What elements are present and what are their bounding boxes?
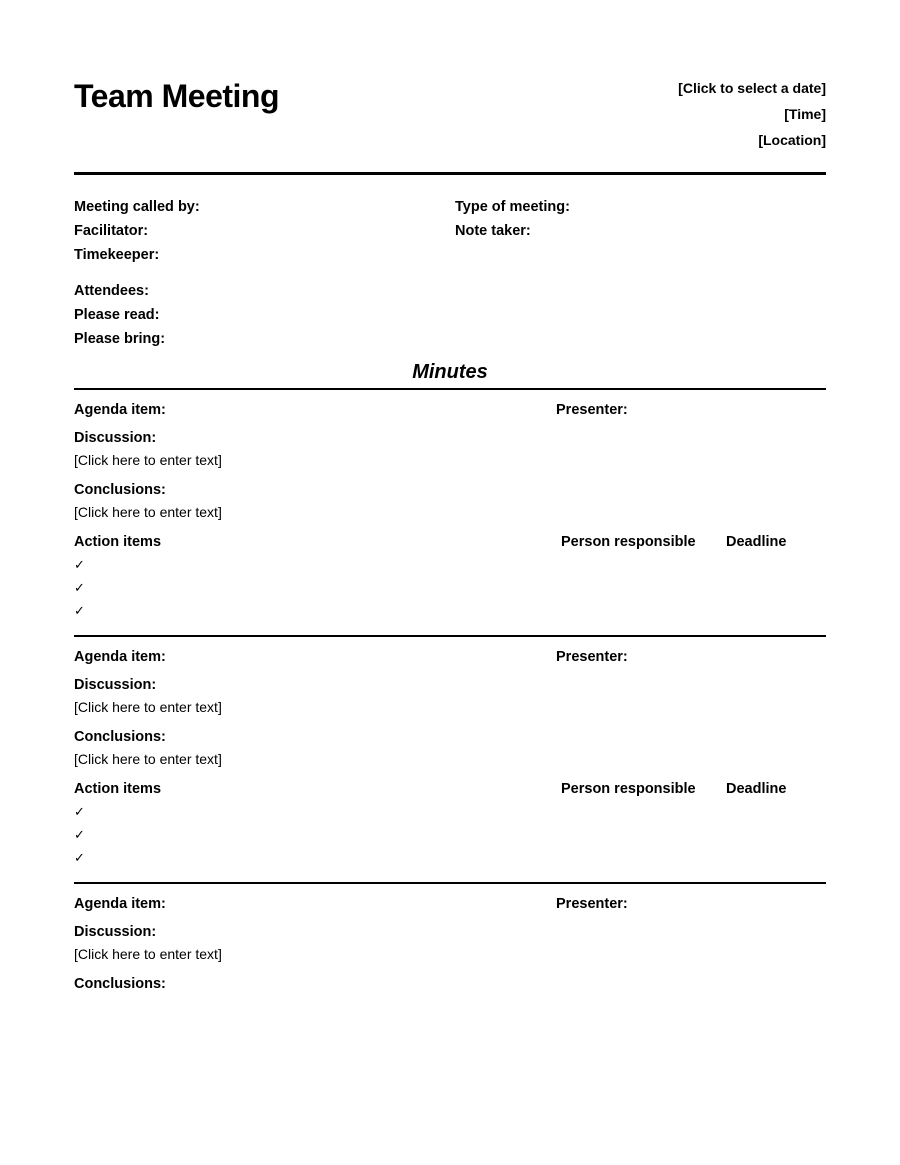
date-field[interactable]: [Click to select a date]: [678, 76, 826, 102]
action-item-row[interactable]: ✓: [74, 558, 826, 571]
minutes-rule: [74, 388, 826, 390]
check-icon: ✓: [74, 850, 85, 865]
timekeeper-label: Timekeeper:: [74, 247, 826, 263]
header-rule: [74, 172, 826, 175]
discussion-field[interactable]: [Click here to enter text]: [74, 699, 826, 715]
agenda-block: Agenda item: Presenter: Discussion: [Cli…: [74, 402, 826, 617]
discussion-label: Discussion:: [74, 430, 826, 446]
agenda-header-row: Agenda item: Presenter:: [74, 896, 826, 912]
presenter-label: Presenter:: [556, 402, 826, 418]
action-item-row[interactable]: ✓: [74, 851, 826, 864]
time-field[interactable]: [Time]: [678, 102, 826, 128]
action-items-label: Action items: [74, 781, 561, 797]
presenter-label: Presenter:: [556, 896, 826, 912]
agenda-block: Agenda item: Presenter: Discussion: [Cli…: [74, 896, 826, 992]
attendees-label: Attendees:: [74, 283, 826, 299]
deadline-label: Deadline: [726, 534, 826, 550]
conclusions-field[interactable]: [Click here to enter text]: [74, 504, 826, 520]
please-read-label: Please read:: [74, 307, 826, 323]
action-item-row[interactable]: ✓: [74, 604, 826, 617]
action-item-row[interactable]: ✓: [74, 805, 826, 818]
type-label: Type of meeting:: [455, 199, 826, 215]
action-items-header: Action items Person responsible Deadline: [74, 781, 826, 797]
conclusions-label: Conclusions:: [74, 729, 826, 745]
deadline-label: Deadline: [726, 781, 826, 797]
minutes-heading: Minutes: [74, 361, 826, 384]
note-taker-label: Note taker:: [455, 223, 826, 239]
action-items-label: Action items: [74, 534, 561, 550]
header-meta: [Click to select a date] [Time] [Locatio…: [678, 76, 826, 154]
action-item-row[interactable]: ✓: [74, 581, 826, 594]
action-items-header: Action items Person responsible Deadline: [74, 534, 826, 550]
location-field[interactable]: [Location]: [678, 128, 826, 154]
facilitator-label: Facilitator:: [74, 223, 445, 239]
check-icon: ✓: [74, 580, 85, 595]
person-responsible-label: Person responsible: [561, 781, 726, 797]
document-header: Team Meeting [Click to select a date] [T…: [74, 78, 826, 154]
please-bring-label: Please bring:: [74, 331, 826, 347]
discussion-field[interactable]: [Click here to enter text]: [74, 946, 826, 962]
agenda-item-label: Agenda item:: [74, 896, 166, 912]
meeting-info-list: Attendees: Please read: Please bring:: [74, 283, 826, 347]
agenda-item-label: Agenda item:: [74, 649, 166, 665]
called-by-label: Meeting called by:: [74, 199, 445, 215]
section-rule: [74, 882, 826, 884]
page-title: Team Meeting: [74, 78, 279, 115]
conclusions-field[interactable]: [Click here to enter text]: [74, 751, 826, 767]
conclusions-label: Conclusions:: [74, 976, 826, 992]
person-responsible-label: Person responsible: [561, 534, 726, 550]
presenter-label: Presenter:: [556, 649, 826, 665]
check-icon: ✓: [74, 827, 85, 842]
action-item-row[interactable]: ✓: [74, 828, 826, 841]
check-icon: ✓: [74, 603, 85, 618]
agenda-header-row: Agenda item: Presenter:: [74, 649, 826, 665]
conclusions-label: Conclusions:: [74, 482, 826, 498]
check-icon: ✓: [74, 804, 85, 819]
agenda-item-label: Agenda item:: [74, 402, 166, 418]
discussion-field[interactable]: [Click here to enter text]: [74, 452, 826, 468]
section-rule: [74, 635, 826, 637]
discussion-label: Discussion:: [74, 924, 826, 940]
check-icon: ✓: [74, 557, 85, 572]
agenda-block: Agenda item: Presenter: Discussion: [Cli…: [74, 649, 826, 864]
meeting-info-grid: Meeting called by: Type of meeting: Faci…: [74, 199, 826, 263]
discussion-label: Discussion:: [74, 677, 826, 693]
agenda-header-row: Agenda item: Presenter:: [74, 402, 826, 418]
